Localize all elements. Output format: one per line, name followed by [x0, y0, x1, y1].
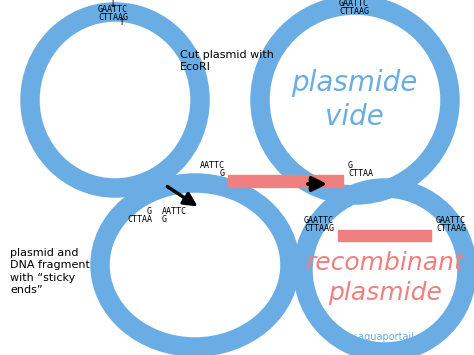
- Text: G: G: [162, 215, 167, 224]
- Text: CTTAAG: CTTAAG: [304, 224, 334, 233]
- Bar: [338, 230, 431, 241]
- Bar: [228, 175, 343, 187]
- Text: GAATTC: GAATTC: [304, 216, 334, 225]
- Text: AATTC: AATTC: [200, 161, 225, 170]
- Text: recombinant
plasmide: recombinant plasmide: [306, 251, 465, 305]
- Text: Cut plasmid with
EcoRI: Cut plasmid with EcoRI: [180, 50, 274, 72]
- Text: www.aquaportail.com: www.aquaportail.com: [332, 332, 438, 342]
- Text: GAATTC: GAATTC: [339, 0, 369, 8]
- Text: G: G: [147, 207, 152, 216]
- Text: ↓: ↓: [109, 0, 117, 9]
- Text: GAATTC: GAATTC: [98, 5, 128, 14]
- Text: CTTAAG: CTTAAG: [339, 7, 369, 16]
- Text: plasmid and
DNA fragment
with “sticky
ends”: plasmid and DNA fragment with “sticky en…: [10, 248, 90, 295]
- Text: CTTAAG: CTTAAG: [98, 13, 128, 22]
- Text: ↑: ↑: [118, 17, 126, 27]
- Text: AATTC: AATTC: [162, 207, 187, 216]
- Text: GAATTC: GAATTC: [436, 216, 466, 225]
- Text: plasmide
vide: plasmide vide: [291, 69, 417, 131]
- Text: CTTAA: CTTAA: [127, 215, 152, 224]
- Text: G: G: [220, 169, 225, 178]
- Text: G: G: [348, 161, 353, 170]
- Text: CTTAA: CTTAA: [348, 169, 373, 178]
- Text: CTTAAG: CTTAAG: [436, 224, 466, 233]
